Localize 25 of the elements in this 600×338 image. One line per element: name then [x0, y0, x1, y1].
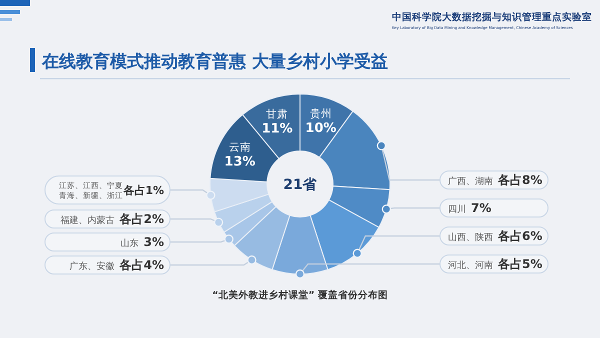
text: “北美外教进乡村课堂” 覆盖省份分布图 — [212, 289, 388, 301]
slice-label: 甘肃 — [266, 107, 288, 120]
slice-label: 四川 — [448, 204, 466, 215]
data-label: 各占8% — [497, 173, 542, 187]
data-label: 3% — [144, 235, 164, 249]
data-label: 各占1% — [122, 184, 164, 197]
slice-label: 云南 — [228, 140, 251, 154]
data-label: 10% — [305, 120, 336, 136]
slice-label: 山东 — [120, 238, 139, 249]
chart-title: 在线教育模式推动教育普惠 大量乡村小学受益 — [41, 51, 388, 72]
data-label: 各占6% — [497, 229, 542, 243]
slice-label: 福建、内蒙古 — [60, 215, 115, 226]
data-label: 11% — [262, 121, 293, 136]
slice-label: 广西、湖南 — [448, 176, 493, 187]
data-label: 7% — [471, 201, 492, 215]
text: 中国科学院大数据挖掘与知识管理重点实验室 — [392, 11, 592, 23]
text: 21省 — [283, 177, 318, 193]
slice-label: 山西、陕西 — [448, 232, 493, 243]
slice-label: 广东、安徽 — [70, 261, 115, 272]
slice-label: 河北、河南 — [448, 260, 493, 271]
data-label: 各占5% — [497, 257, 542, 271]
data-label: 各占4% — [118, 258, 164, 272]
slice-label: 贵州 — [310, 106, 332, 120]
data-label: 各占2% — [118, 212, 164, 226]
data-label: 13% — [224, 154, 256, 170]
